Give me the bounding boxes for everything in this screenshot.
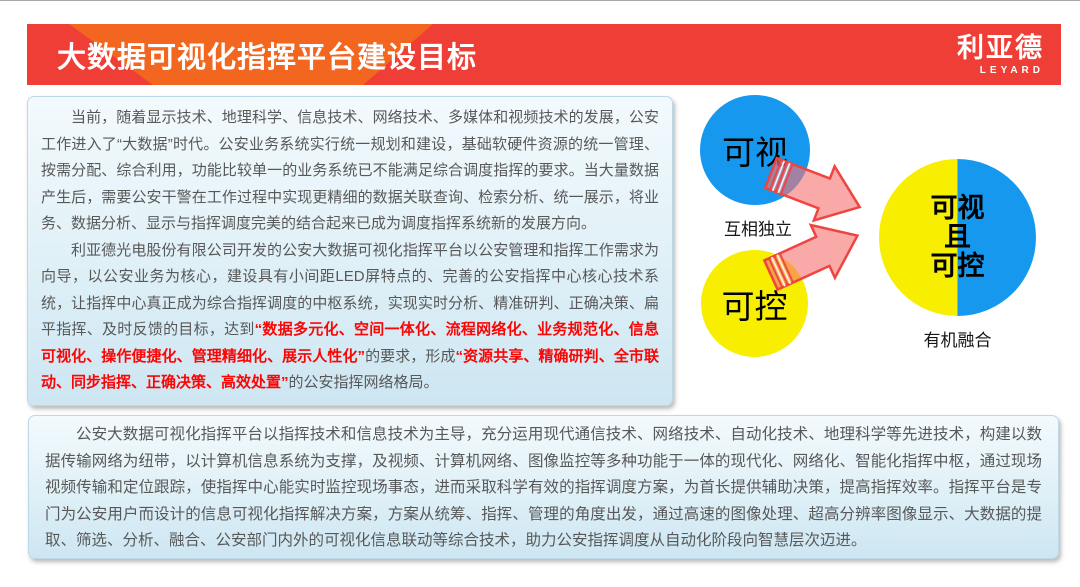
visual-circle: 可视	[700, 95, 810, 205]
merged-circle-line-3: 可控	[930, 251, 985, 281]
caption-independent: 互相独立	[724, 220, 792, 239]
title-banner: 大数据可视化指挥平台建设目标 利亚德 LEYARD	[27, 24, 1061, 85]
control-circle: 可控	[701, 250, 808, 357]
merged-circle: 可视 且 可控	[879, 159, 1036, 316]
visual-circle-label: 可视	[722, 134, 788, 171]
merged-circle-line-2: 且	[944, 222, 971, 252]
summary-text-panel: 公安大数据可视化指挥平台以指挥技术和信息技术为主导，充分运用现代通信技术、网络技…	[28, 415, 1059, 559]
summary-paragraph: 公安大数据可视化指挥平台以指挥技术和信息技术为主导，充分运用现代通信技术、网络技…	[45, 426, 1042, 549]
intro-paragraph-1: 当前，随着显示技术、地理科学、信息技术、网络技术、多媒体和视频技术的发展，公安工…	[41, 109, 659, 232]
para2-segment-2: 的要求，形成	[365, 347, 456, 365]
para2-segment-4: 的公安指挥网络格局。	[288, 374, 439, 391]
merged-circle-line-1: 可视	[930, 193, 985, 223]
page-title: 大数据可视化指挥平台建设目标	[57, 41, 478, 74]
logo-en-text: LEYARD	[979, 65, 1044, 76]
intro-text-panel: 当前，随着显示技术、地理科学、信息技术、网络技术、多媒体和视频技术的发展，公安工…	[27, 96, 673, 406]
para2-segment-0: 利亚德光电股份有限公司开发的公安大数据可视化指挥平台以公安管理和指挥工作需求为向…	[41, 241, 659, 339]
control-circle-label: 可控	[721, 287, 788, 325]
caption-merged: 有机融合	[923, 331, 992, 350]
para2-segment-1-highlight: “数据多元化、空间一体化、流程网络化、业务规范化、信息可视化、操作便捷化、管理精…	[41, 321, 659, 365]
intro-paragraph-2: 利亚德光电股份有限公司开发的公安大数据可视化指挥平台以公安管理和指挥工作需求为向…	[41, 238, 659, 397]
para2-segment-3-highlight: “资源共享、精确研判、全市联动、同步指挥、正确决策、高效处置”	[41, 347, 659, 392]
leyard-logo: 利亚德 LEYARD	[957, 33, 1044, 77]
logo-cn-text: 利亚德	[957, 33, 1044, 63]
